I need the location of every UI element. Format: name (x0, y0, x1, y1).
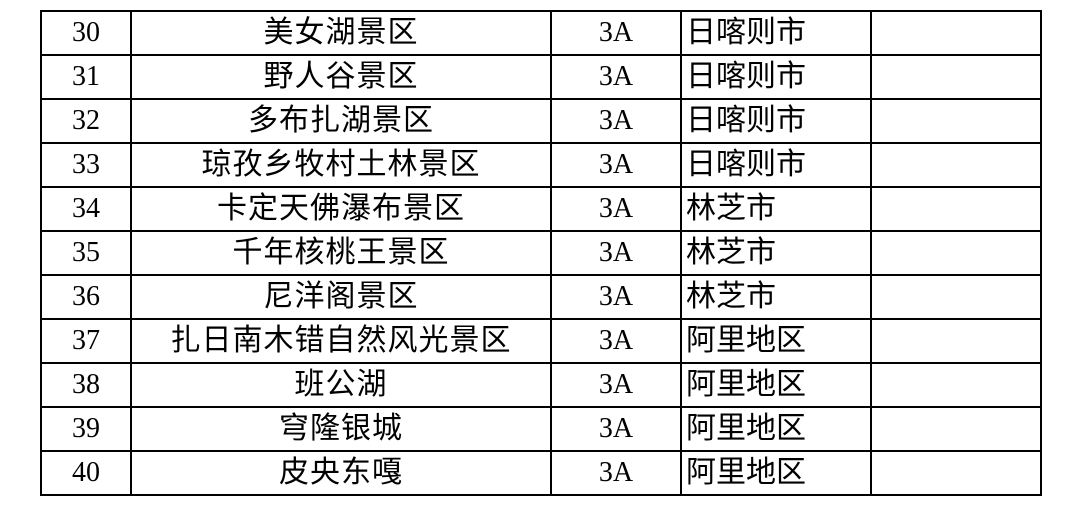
cell-grade: 3A (551, 55, 681, 99)
cell-grade: 3A (551, 451, 681, 495)
cell-index: 31 (41, 55, 131, 99)
cell-note (871, 275, 1041, 319)
table-row: 34 卡定天佛瀑布景区 3A 林芝市 (41, 187, 1041, 231)
cell-name: 皮央东嘎 (131, 451, 551, 495)
cell-grade: 3A (551, 143, 681, 187)
table-row: 30 美女湖景区 3A 日喀则市 (41, 11, 1041, 55)
cell-index: 40 (41, 451, 131, 495)
cell-note (871, 11, 1041, 55)
cell-note (871, 319, 1041, 363)
cell-index: 37 (41, 319, 131, 363)
cell-note (871, 363, 1041, 407)
cell-index: 35 (41, 231, 131, 275)
cell-city: 日喀则市 (681, 11, 871, 55)
cell-grade: 3A (551, 11, 681, 55)
cell-name: 野人谷景区 (131, 55, 551, 99)
cell-grade: 3A (551, 319, 681, 363)
cell-name: 穹隆银城 (131, 407, 551, 451)
cell-index: 33 (41, 143, 131, 187)
cell-grade: 3A (551, 187, 681, 231)
page: 30 美女湖景区 3A 日喀则市 31 野人谷景区 3A 日喀则市 32 多布扎… (0, 0, 1080, 524)
cell-grade: 3A (551, 363, 681, 407)
cell-note (871, 187, 1041, 231)
cell-note (871, 99, 1041, 143)
cell-city: 林芝市 (681, 231, 871, 275)
table-row: 31 野人谷景区 3A 日喀则市 (41, 55, 1041, 99)
table-row: 36 尼洋阁景区 3A 林芝市 (41, 275, 1041, 319)
table-row: 39 穹隆银城 3A 阿里地区 (41, 407, 1041, 451)
cell-city: 阿里地区 (681, 319, 871, 363)
cell-city: 日喀则市 (681, 55, 871, 99)
table-row: 33 琼孜乡牧村土林景区 3A 日喀则市 (41, 143, 1041, 187)
cell-grade: 3A (551, 231, 681, 275)
cell-index: 34 (41, 187, 131, 231)
table-row: 38 班公湖 3A 阿里地区 (41, 363, 1041, 407)
cell-index: 38 (41, 363, 131, 407)
table-row: 37 扎日南木错自然风光景区 3A 阿里地区 (41, 319, 1041, 363)
cell-name: 琼孜乡牧村土林景区 (131, 143, 551, 187)
cell-grade: 3A (551, 407, 681, 451)
cell-name: 尼洋阁景区 (131, 275, 551, 319)
cell-city: 阿里地区 (681, 451, 871, 495)
table-row: 32 多布扎湖景区 3A 日喀则市 (41, 99, 1041, 143)
cell-note (871, 407, 1041, 451)
cell-city: 林芝市 (681, 187, 871, 231)
cell-city: 林芝市 (681, 275, 871, 319)
cell-name: 多布扎湖景区 (131, 99, 551, 143)
cell-city: 日喀则市 (681, 143, 871, 187)
cell-name: 美女湖景区 (131, 11, 551, 55)
cell-name: 班公湖 (131, 363, 551, 407)
cell-index: 32 (41, 99, 131, 143)
cell-name: 扎日南木错自然风光景区 (131, 319, 551, 363)
cell-city: 阿里地区 (681, 363, 871, 407)
cell-note (871, 55, 1041, 99)
cell-index: 30 (41, 11, 131, 55)
cell-index: 39 (41, 407, 131, 451)
cell-note (871, 231, 1041, 275)
scenic-spots-table: 30 美女湖景区 3A 日喀则市 31 野人谷景区 3A 日喀则市 32 多布扎… (40, 10, 1042, 496)
table-row: 35 千年核桃王景区 3A 林芝市 (41, 231, 1041, 275)
table-row: 40 皮央东嘎 3A 阿里地区 (41, 451, 1041, 495)
cell-name: 千年核桃王景区 (131, 231, 551, 275)
cell-name: 卡定天佛瀑布景区 (131, 187, 551, 231)
cell-note (871, 451, 1041, 495)
cell-index: 36 (41, 275, 131, 319)
cell-city: 日喀则市 (681, 99, 871, 143)
cell-note (871, 143, 1041, 187)
cell-city: 阿里地区 (681, 407, 871, 451)
cell-grade: 3A (551, 275, 681, 319)
cell-grade: 3A (551, 99, 681, 143)
